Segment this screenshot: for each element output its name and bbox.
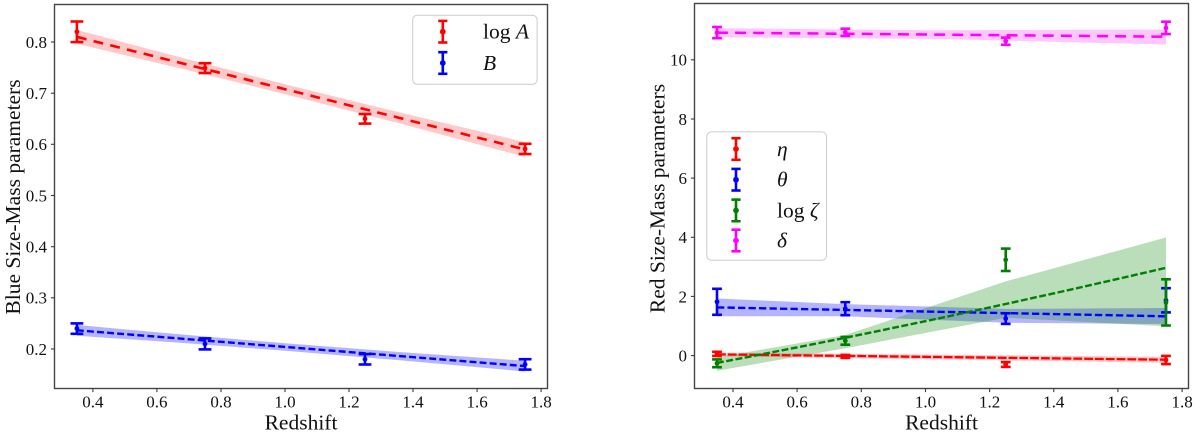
svg-text:δ: δ bbox=[777, 228, 788, 252]
svg-text:0: 0 bbox=[679, 347, 688, 366]
svg-text:log A: log A bbox=[483, 20, 530, 44]
svg-text:1.4: 1.4 bbox=[402, 393, 424, 412]
svg-text:2: 2 bbox=[679, 287, 688, 306]
svg-text:Red Size-Mass parameters: Red Size-Mass parameters bbox=[646, 84, 670, 313]
svg-text:Redshift: Redshift bbox=[265, 411, 338, 435]
svg-text:log ζ: log ζ bbox=[777, 198, 820, 222]
svg-text:1.4: 1.4 bbox=[1043, 393, 1065, 412]
svg-text:0.8: 0.8 bbox=[26, 33, 47, 52]
svg-text:η: η bbox=[777, 137, 788, 161]
svg-text:0.5: 0.5 bbox=[26, 186, 47, 205]
svg-text:0.4: 0.4 bbox=[82, 393, 104, 412]
svg-text:1.6: 1.6 bbox=[466, 393, 487, 412]
svg-text:1.2: 1.2 bbox=[338, 393, 359, 412]
svg-text:1.0: 1.0 bbox=[915, 393, 936, 412]
svg-text:10: 10 bbox=[670, 51, 687, 70]
svg-text:Blue Size-Mass parameters: Blue Size-Mass parameters bbox=[1, 79, 25, 314]
svg-text:0.4: 0.4 bbox=[26, 238, 48, 257]
svg-text:0.8: 0.8 bbox=[851, 393, 872, 412]
svg-text:0.2: 0.2 bbox=[26, 340, 47, 359]
svg-text:1.8: 1.8 bbox=[530, 393, 551, 412]
svg-text:1.8: 1.8 bbox=[1171, 393, 1192, 412]
svg-text:θ: θ bbox=[777, 168, 788, 192]
svg-text:1.2: 1.2 bbox=[979, 393, 1000, 412]
svg-text:0.8: 0.8 bbox=[210, 393, 231, 412]
svg-text:0.6: 0.6 bbox=[26, 135, 47, 154]
svg-text:Redshift: Redshift bbox=[905, 411, 978, 435]
svg-text:4: 4 bbox=[679, 228, 688, 247]
svg-text:1.6: 1.6 bbox=[1107, 393, 1128, 412]
svg-text:6: 6 bbox=[679, 169, 688, 188]
svg-text:0.4: 0.4 bbox=[722, 393, 744, 412]
svg-text:0.6: 0.6 bbox=[146, 393, 167, 412]
svg-text:B: B bbox=[483, 51, 496, 75]
svg-text:0.6: 0.6 bbox=[786, 393, 807, 412]
svg-text:0.7: 0.7 bbox=[26, 84, 48, 103]
svg-text:0.3: 0.3 bbox=[26, 289, 47, 308]
svg-text:8: 8 bbox=[679, 110, 688, 129]
svg-text:1.0: 1.0 bbox=[274, 393, 295, 412]
